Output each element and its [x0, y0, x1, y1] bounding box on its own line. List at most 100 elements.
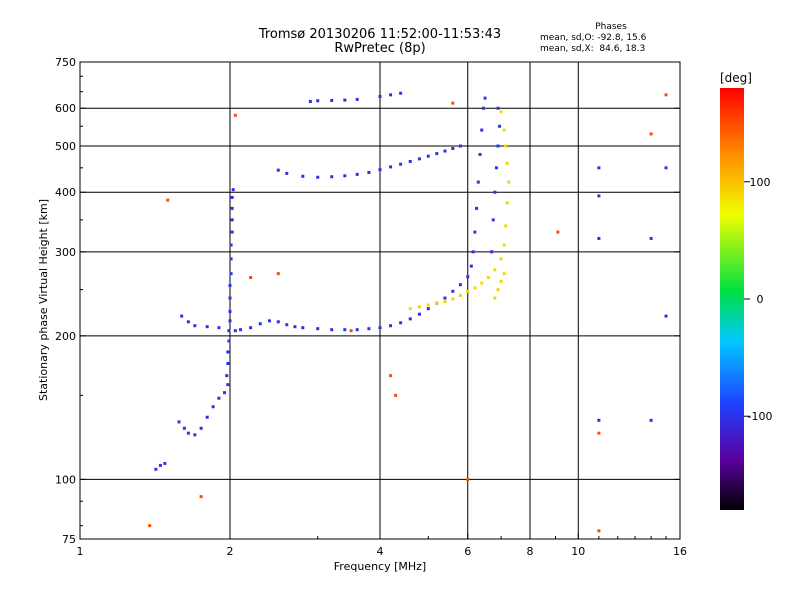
data-point: [301, 326, 305, 330]
data-point: [408, 317, 412, 321]
data-point: [458, 144, 462, 148]
data-point: [233, 113, 237, 117]
data-point: [499, 257, 503, 261]
data-point: [276, 168, 280, 172]
data-point: [502, 128, 506, 132]
data-point: [504, 224, 508, 228]
data-point: [496, 288, 500, 292]
data-point: [483, 96, 487, 100]
data-point: [158, 463, 162, 467]
data-point: [316, 99, 320, 103]
colorbar-gradient: [720, 88, 744, 510]
y-tick-label: 100: [55, 473, 76, 486]
data-point: [229, 257, 233, 261]
data-point: [217, 326, 221, 330]
data-point: [417, 305, 421, 309]
data-point: [230, 230, 234, 234]
data-point: [399, 162, 403, 166]
data-point: [491, 218, 495, 222]
data-point: [343, 174, 347, 178]
data-point: [249, 276, 253, 280]
data-point: [330, 175, 334, 179]
data-point: [597, 236, 601, 240]
data-point: [399, 91, 403, 95]
colorbar-tick-label: 0: [757, 293, 764, 306]
y-tick-label: 75: [62, 533, 76, 546]
data-point: [493, 296, 497, 300]
data-point: [355, 328, 359, 332]
data-point: [378, 168, 382, 172]
data-point: [285, 171, 289, 175]
data-point: [597, 166, 601, 170]
data-point: [556, 230, 560, 234]
data-point: [426, 154, 430, 158]
data-point: [228, 319, 232, 323]
data-point: [177, 420, 181, 424]
y-tick-label: 600: [55, 102, 76, 115]
data-point: [217, 396, 221, 400]
data-point: [193, 433, 197, 437]
data-points: [148, 91, 668, 533]
data-point: [228, 309, 232, 313]
data-point: [435, 301, 439, 305]
x-tick-label: 2: [227, 545, 234, 558]
data-point: [205, 415, 209, 419]
data-point: [475, 206, 479, 210]
y-tick-label: 200: [55, 330, 76, 343]
data-point: [417, 157, 421, 161]
data-point: [502, 272, 506, 276]
data-point: [154, 467, 158, 471]
data-point: [186, 320, 190, 324]
y-tick-label: 400: [55, 186, 76, 199]
data-point: [597, 418, 601, 422]
y-axis: 75 100 200 300 400 500 600 750: [55, 56, 680, 546]
data-point: [230, 206, 234, 210]
data-point: [225, 374, 229, 378]
data-point: [205, 325, 209, 329]
colorbar-tick-label: -100: [748, 410, 773, 423]
data-point: [493, 268, 497, 272]
data-point: [466, 289, 470, 293]
x-axis: 1 2 4 6 8 10 16: [77, 533, 687, 558]
data-point: [649, 236, 653, 240]
y-tick-label: 300: [55, 246, 76, 259]
data-point: [451, 289, 455, 293]
data-point: [229, 243, 233, 247]
data-point: [399, 321, 403, 325]
data-point: [480, 281, 484, 285]
data-point: [466, 275, 470, 279]
data-point: [443, 296, 447, 300]
chart-title: Tromsø 20130206 11:52:00-11:53:43: [258, 27, 502, 42]
data-point: [180, 314, 184, 318]
data-point: [473, 230, 477, 234]
data-point: [227, 329, 231, 333]
data-point: [343, 98, 347, 102]
phases-stats-o: mean, sd,O: -92.8, 15.6: [540, 33, 647, 43]
data-point: [408, 159, 412, 163]
data-point: [230, 218, 234, 222]
data-point: [496, 106, 500, 110]
data-point: [498, 124, 502, 128]
data-point: [226, 361, 230, 365]
data-point: [285, 323, 289, 327]
data-point: [193, 324, 197, 328]
x-tick-label: 1: [77, 545, 84, 558]
data-point: [499, 279, 503, 283]
data-point: [502, 243, 506, 247]
data-point: [367, 327, 371, 331]
data-point: [451, 101, 455, 105]
data-point: [417, 312, 421, 316]
data-point: [505, 161, 509, 165]
data-point: [355, 97, 359, 101]
colorbar-unit-label: [deg]: [720, 71, 752, 85]
data-point: [308, 99, 312, 103]
data-point: [504, 144, 508, 148]
data-point: [229, 272, 233, 276]
x-tick-label: 16: [673, 545, 687, 558]
data-point: [233, 329, 237, 333]
data-point: [597, 431, 601, 435]
data-point: [505, 201, 509, 205]
data-point: [389, 165, 393, 169]
data-point: [490, 250, 494, 254]
data-point: [451, 146, 455, 150]
